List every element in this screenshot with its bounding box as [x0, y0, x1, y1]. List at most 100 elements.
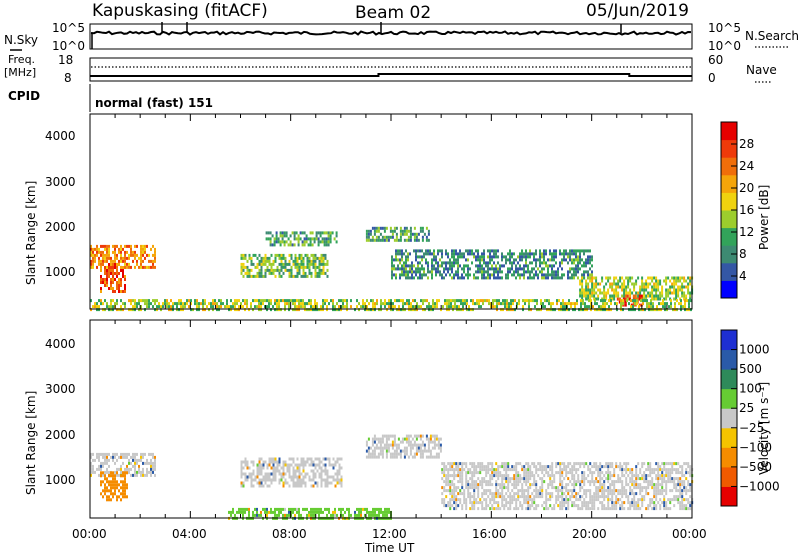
- velocity-cell: [393, 455, 396, 459]
- velocity-cell: [583, 465, 586, 469]
- velocity-cell: [140, 458, 142, 462]
- power-cell: [293, 234, 296, 238]
- power-cell: [577, 258, 579, 262]
- power-cell: [457, 270, 459, 274]
- velocity-cell: [571, 483, 574, 487]
- velocity-cell: [627, 495, 630, 499]
- velocity-cell: [294, 475, 297, 479]
- velocity-cell: [523, 501, 526, 505]
- power-cell: [384, 299, 386, 303]
- power-cell: [491, 264, 493, 268]
- velocity-cell: [407, 434, 410, 438]
- velocity-cell: [495, 483, 498, 487]
- velocity-cell: [326, 513, 328, 517]
- velocity-cell: [282, 475, 285, 479]
- velocity-cell: [495, 474, 498, 478]
- power-cell: [423, 255, 425, 259]
- power-cell: [160, 308, 162, 312]
- power-cell: [298, 308, 300, 312]
- power-cell: [415, 270, 417, 274]
- power-cell: [507, 267, 509, 271]
- velocity-cell: [531, 462, 534, 466]
- velocity-cell: [403, 449, 406, 453]
- power-cell: [651, 288, 654, 292]
- velocity-cell: [475, 486, 478, 490]
- power-cell: [628, 297, 631, 301]
- power-cell: [415, 238, 418, 242]
- velocity-cell: [539, 465, 542, 469]
- velocity-cell: [587, 501, 590, 505]
- power-cell: [367, 238, 370, 242]
- power-cell: [276, 253, 279, 257]
- velocity-cell: [371, 452, 374, 456]
- power-cell: [686, 299, 688, 303]
- power-cell: [427, 229, 430, 233]
- power-cell: [324, 271, 327, 275]
- velocity-cell: [617, 501, 620, 505]
- velocity-cell: [463, 495, 466, 499]
- velocity-cell: [278, 510, 280, 514]
- power-cell: [126, 244, 128, 248]
- velocity-cell: [242, 510, 244, 514]
- power-cell: [200, 302, 202, 306]
- velocity-cell: [623, 489, 626, 493]
- power-cell: [399, 229, 402, 233]
- power-cell: [459, 249, 461, 253]
- velocity-cell: [340, 475, 343, 479]
- power-cell: [278, 262, 281, 266]
- power-cell: [677, 288, 680, 292]
- power-cell: [519, 258, 521, 262]
- velocity-cell: [118, 495, 120, 499]
- power-cell: [373, 238, 376, 242]
- power-cell: [443, 267, 445, 271]
- velocity-cell: [667, 474, 670, 478]
- velocity-cell: [300, 460, 303, 464]
- velocity-cell: [104, 458, 106, 462]
- velocity-cell: [651, 501, 654, 505]
- power-cell: [647, 285, 650, 289]
- velocity-cell: [653, 492, 656, 496]
- power-cell: [525, 270, 527, 274]
- power-cell: [391, 273, 393, 277]
- power-cell: [489, 252, 491, 256]
- velocity-cell: [679, 477, 682, 481]
- velocity-cell: [469, 468, 472, 472]
- velocity-cell: [631, 489, 634, 493]
- power-cell: [154, 259, 156, 263]
- velocity-cell: [298, 513, 300, 517]
- velocity-cell: [260, 472, 263, 476]
- power-cell: [485, 264, 487, 268]
- station-title: Kapuskasing (fitACF): [92, 1, 268, 21]
- velocity-cell: [338, 469, 341, 473]
- power-cell: [122, 247, 124, 251]
- power-cell: [600, 308, 602, 312]
- velocity-cell: [481, 468, 484, 472]
- power-cell: [112, 299, 114, 303]
- power-cell: [405, 267, 407, 271]
- velocity-cell: [647, 483, 650, 487]
- power-cell: [326, 259, 329, 263]
- velocity-cell: [577, 462, 580, 466]
- power-cell: [461, 252, 463, 256]
- velocity-cell: [278, 469, 281, 473]
- velocity-cell: [483, 465, 486, 469]
- velocity-cell: [298, 481, 301, 485]
- power-cell: [591, 258, 593, 262]
- power-cell: [286, 268, 289, 272]
- velocity-cell: [465, 501, 468, 505]
- velocity-cell: [411, 437, 414, 441]
- power-colorbar-swatch: [721, 122, 737, 141]
- velocity-cell: [629, 501, 632, 505]
- velocity-cell: [513, 507, 516, 511]
- velocity-cell: [256, 507, 258, 511]
- velocity-cell: [611, 483, 614, 487]
- power-cell: [685, 279, 688, 283]
- power-cell: [282, 256, 285, 260]
- velocity-cell: [523, 498, 526, 502]
- power-cell: [633, 285, 636, 289]
- power-cell: [393, 238, 396, 242]
- velocity-cell: [667, 468, 670, 472]
- power-colorbar-swatch: [721, 262, 737, 281]
- velocity-cell: [240, 466, 243, 470]
- velocity-cell: [613, 507, 616, 511]
